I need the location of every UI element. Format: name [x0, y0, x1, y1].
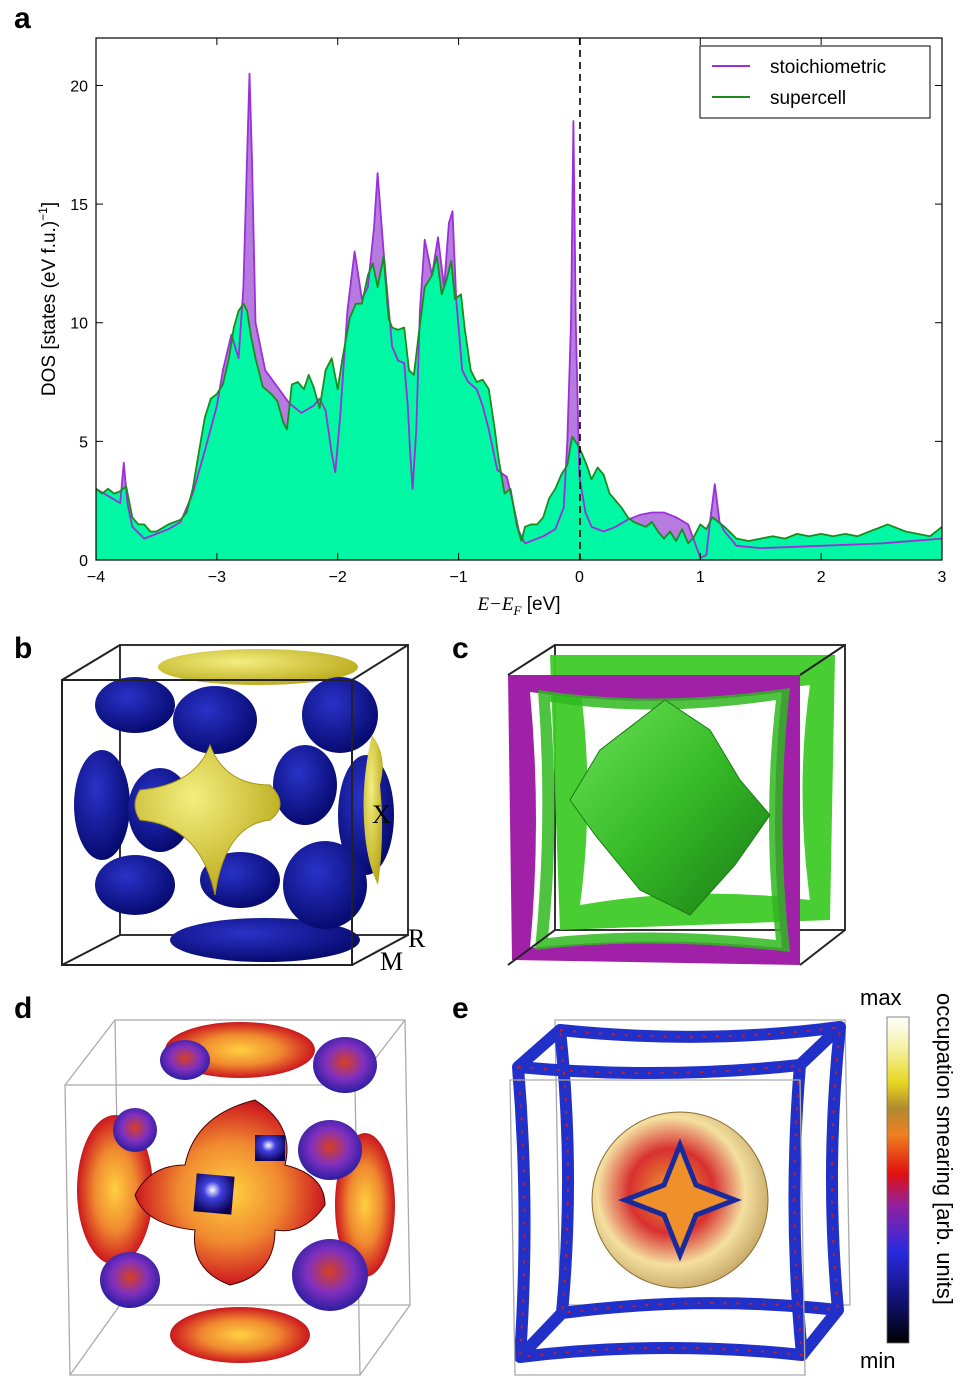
colorbar-title: occupation smearing [arb. units] — [932, 993, 955, 1305]
legend-label-supercell: supercell — [770, 88, 846, 109]
blob-ml — [113, 1108, 157, 1152]
hole-pocket-cr — [273, 745, 337, 825]
x-axis-label-main: E−E — [476, 594, 513, 615]
bz-frame-c-front — [507, 644, 846, 966]
x-tick-label: 1 — [696, 569, 705, 586]
x-tick-label: −4 — [87, 569, 105, 586]
hole-pocket-br — [283, 841, 367, 929]
panel-label-a: a — [14, 2, 31, 35]
y-tick-label: 15 — [70, 197, 88, 214]
hot-pocket-left — [77, 1115, 153, 1265]
hole-pocket-bl — [95, 855, 175, 915]
y-axis-label-sup: −1 — [36, 207, 50, 221]
cold-patch-center — [193, 1173, 235, 1215]
hole-pocket-bc — [170, 918, 360, 962]
hole-pocket-tl — [95, 677, 175, 733]
panel-label-c: c — [452, 632, 469, 665]
red-speckle-frame — [516, 1025, 842, 1359]
dos-lines — [95, 72, 943, 559]
x-tick-label: −1 — [449, 569, 467, 586]
fermi-surface-e — [509, 1019, 851, 1376]
dos-ticks: −4 −3 −2 −1 0 1 2 3 0 5 10 15 20 — [70, 38, 947, 586]
colorbar-max-label: max — [860, 985, 902, 1010]
panel-label-b: b — [14, 632, 33, 665]
y-tick-label: 5 — [79, 434, 88, 451]
hole-pocket-tc — [173, 686, 257, 754]
hole-pocket-l — [74, 750, 130, 860]
blob-br — [292, 1239, 368, 1311]
x-tick-label: 0 — [575, 569, 584, 586]
blob-mr — [298, 1120, 362, 1180]
blob-bl — [100, 1252, 160, 1308]
electron-pocket-center — [134, 743, 281, 896]
y-tick-label: 20 — [70, 78, 88, 95]
x-tick-label: 2 — [817, 569, 826, 586]
x-tick-label: −3 — [208, 569, 226, 586]
plot-frame — [95, 37, 943, 561]
y-axis-label: DOS [states (eV f.u.)−1] — [36, 202, 60, 396]
electron-pocket-top — [158, 649, 358, 685]
bz-frame-e-back — [554, 1019, 851, 1306]
dos-chart: −4 −3 −2 −1 0 1 2 3 0 5 10 15 20 E−EF [eV] DOS [stat… — [36, 37, 947, 618]
legend: stoichiometric supercell — [699, 45, 931, 119]
hole-pocket-tr — [302, 677, 378, 753]
cold-patch-upper — [255, 1135, 285, 1161]
x-tick-label: 3 — [938, 569, 947, 586]
x-tick-label: −2 — [329, 569, 347, 586]
panel-label-e: e — [452, 992, 469, 1025]
green-pocket — [569, 699, 771, 916]
blob-tl — [160, 1040, 210, 1080]
legend-box — [699, 45, 931, 119]
dos-area-supercell — [96, 256, 942, 560]
bz-frame-front — [61, 644, 409, 966]
dos-fills — [96, 73, 942, 560]
y-axis-label-end: ] — [39, 202, 60, 207]
sphere-star-pattern — [618, 1138, 742, 1262]
label-m-point: M — [380, 947, 403, 976]
panel-label-d: d — [14, 992, 33, 1025]
colorbar: max min occupation smearing [arb. units] — [860, 985, 955, 1373]
blob-tr — [313, 1037, 377, 1093]
fermi-surface-d — [64, 1019, 411, 1376]
label-x-point: X — [372, 800, 391, 829]
dos-line-supercell — [95, 255, 943, 545]
x-axis-label: E−EF [eV] — [476, 594, 560, 618]
colorbar-min-label: min — [860, 1348, 895, 1373]
x-axis-label-unit: [eV] — [521, 594, 560, 615]
legend-label-stoichiometric: stoichiometric — [770, 57, 886, 78]
hot-pocket-bottom — [170, 1307, 310, 1363]
bz-frame-e-front — [509, 1079, 806, 1376]
fermi-surface-c — [507, 644, 846, 966]
colorbar-gradient — [886, 1016, 910, 1344]
y-axis-label-main: DOS [states (eV f.u.) — [39, 221, 60, 396]
electron-pocket-right — [363, 735, 383, 885]
y-tick-label: 10 — [70, 316, 88, 333]
label-r-point: R — [408, 924, 426, 953]
fermi-surface-b: X R M — [61, 644, 426, 976]
x-axis-label-sub: F — [513, 603, 523, 618]
y-tick-label: 0 — [79, 553, 88, 570]
